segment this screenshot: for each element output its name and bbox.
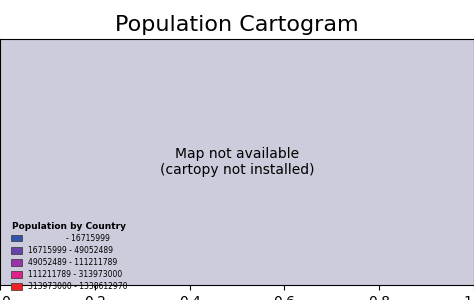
Legend:                 - 16715999, 16715999 - 49052489, 49052489 - 111211789, 111211789: - 16715999, 16715999 - 49052489, 4905248… bbox=[9, 219, 130, 293]
Text: Map not available
(cartopy not installed): Map not available (cartopy not installed… bbox=[160, 147, 314, 177]
Text: Population Cartogram: Population Cartogram bbox=[115, 15, 359, 35]
